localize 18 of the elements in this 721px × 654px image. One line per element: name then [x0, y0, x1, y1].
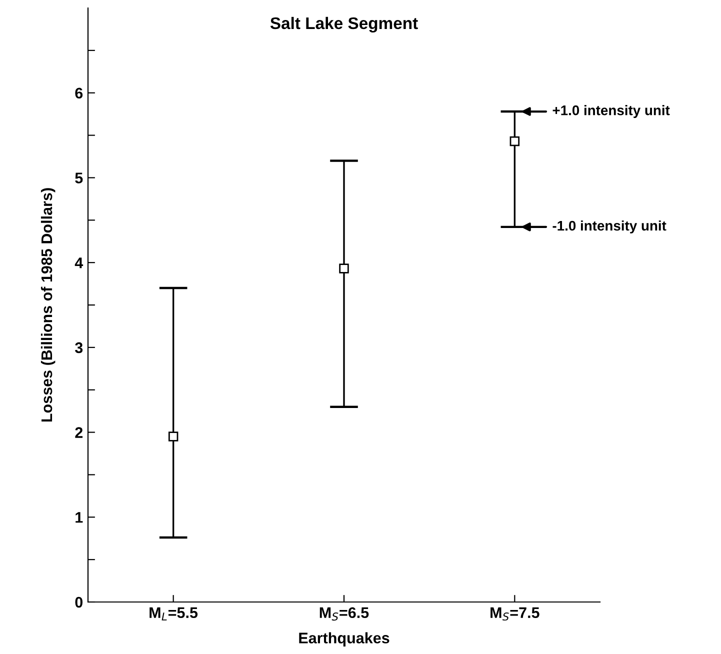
y-tick-label: 5	[75, 172, 83, 184]
x-tick-label: M$_{S}$=6.5	[320, 607, 369, 621]
x-axis-title: Earthquakes	[299, 632, 390, 646]
annotation: -1.0 intensity unit	[552, 220, 666, 234]
y-tick-label: 3	[74, 342, 83, 354]
y-tick-label: 6	[75, 88, 83, 99]
annotation: +1.0 intensity unit	[552, 105, 670, 118]
y-tick-label: 0	[75, 596, 83, 608]
text: Salt Lake Segment	[270, 16, 418, 33]
point	[339, 264, 349, 274]
y-tick-label: 2	[75, 427, 83, 438]
y-tick-label: 4	[74, 258, 84, 268]
y-axis-title: Losses (Billions of 1985 Dollars)	[40, 188, 56, 422]
point	[510, 136, 520, 146]
y-tick-label: 1	[76, 512, 83, 523]
point	[168, 432, 178, 442]
x-tick-label: M$_{S}$=7.5	[490, 607, 540, 621]
x-tick-label: M$_{L}$=5.5	[150, 607, 198, 620]
